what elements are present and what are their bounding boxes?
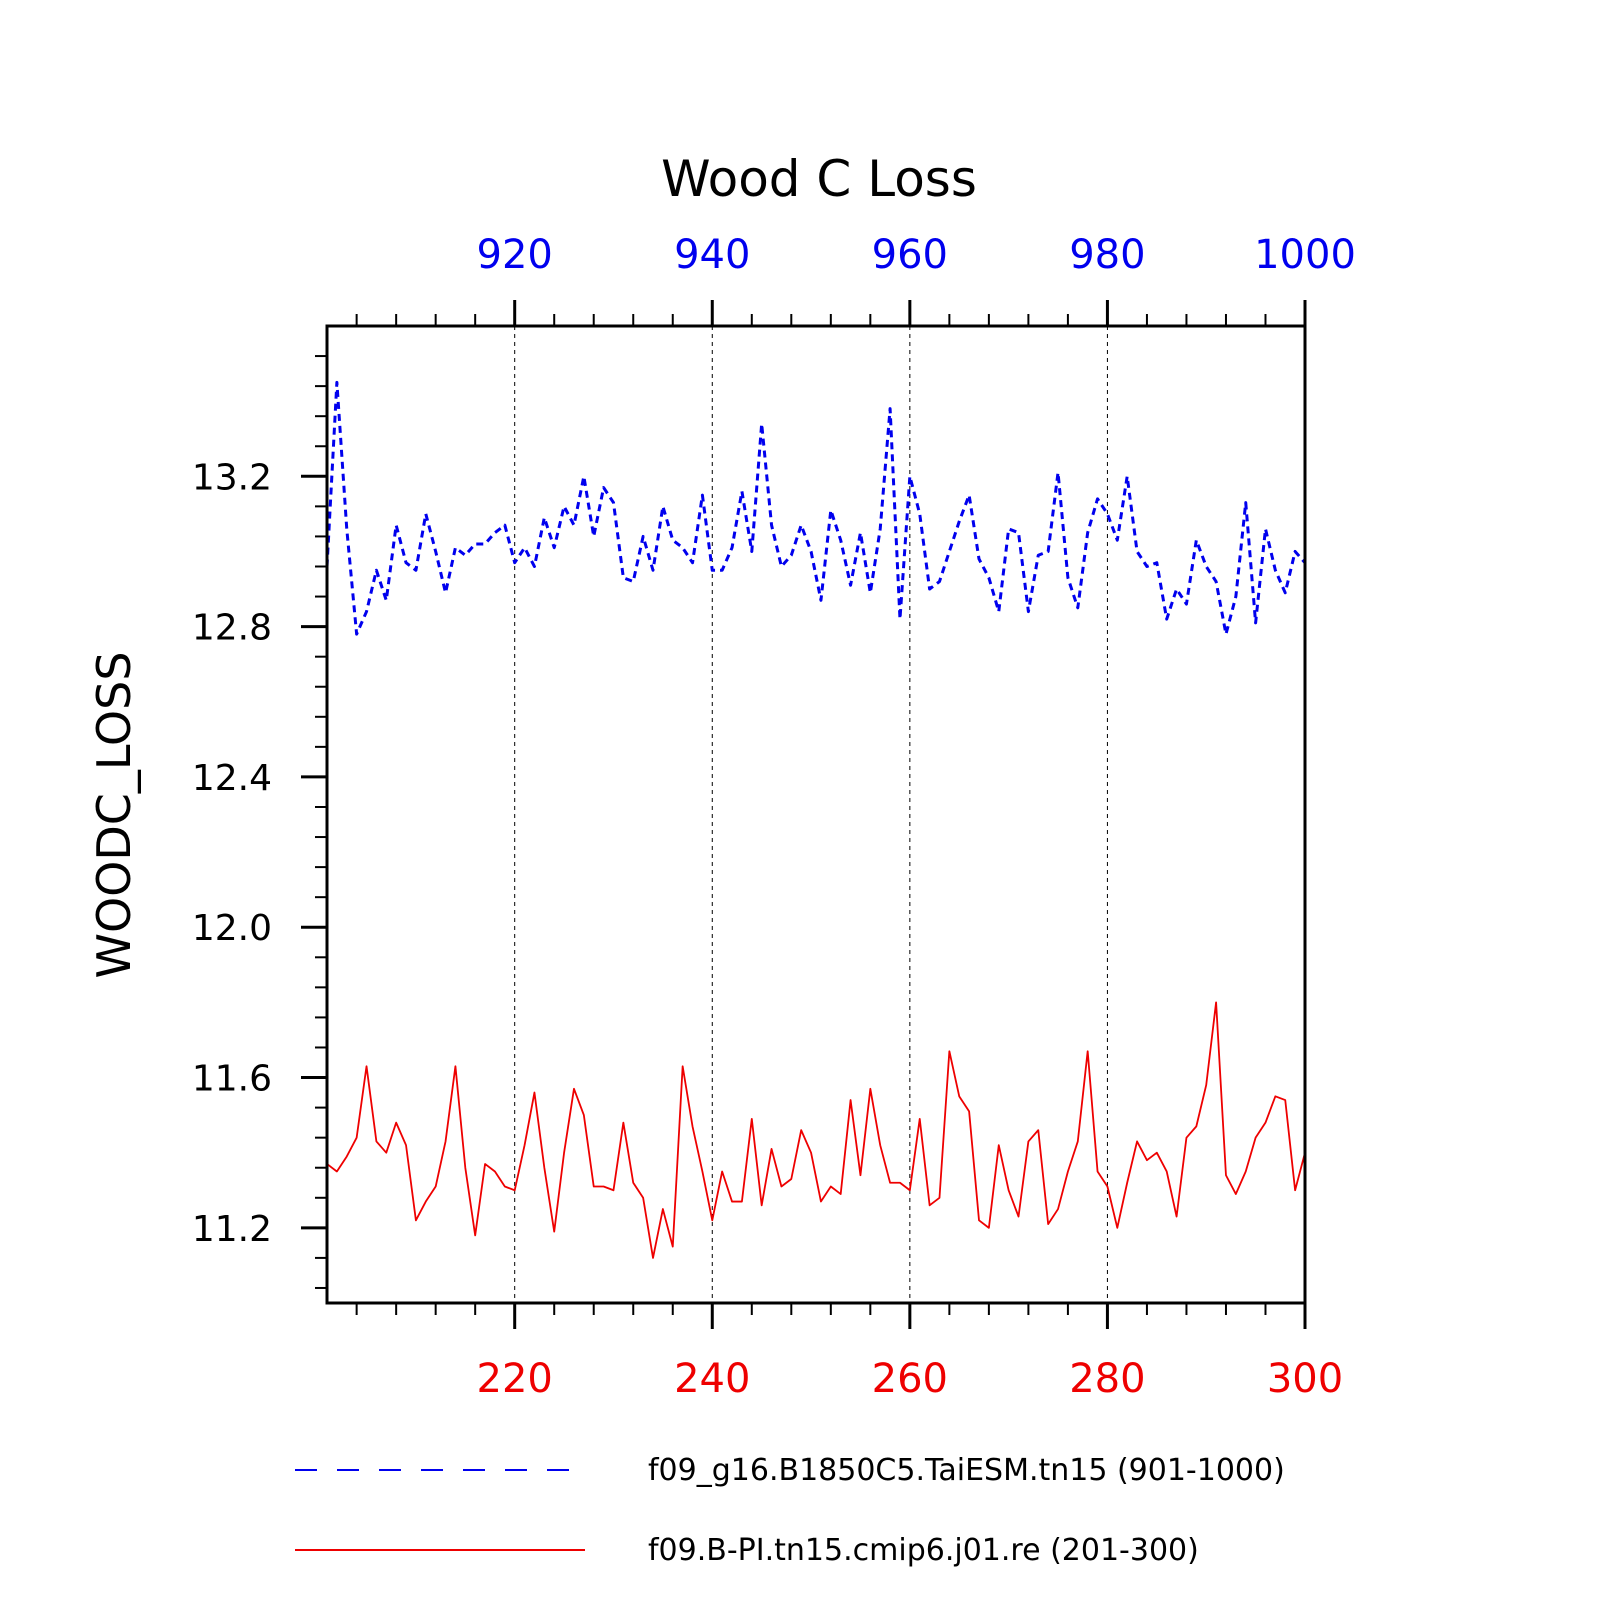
plot-frame: [325, 324, 1307, 1305]
top-x-axis-tick-labels: 920 940 960 980 1000: [477, 232, 1356, 278]
top-x-tick-label: 1000: [1254, 232, 1356, 278]
bottom-x-tick-label: 240: [674, 1356, 750, 1402]
gridlines: [514, 326, 1108, 1303]
y-tick-label: 12.0: [192, 908, 272, 949]
series-line-red-solid: [326, 1001, 1306, 1259]
top-x-tick-label: 980: [1069, 232, 1145, 278]
legend-entry-blue: f09_g16.B1850C5.TaiESM.tn15 (901-1000): [648, 1453, 1285, 1488]
y-tick-label: 12.8: [192, 608, 272, 649]
chart-title: Wood C Loss: [661, 150, 977, 208]
axis-ticks: [301, 300, 1307, 1329]
top-x-tick-label: 920: [477, 232, 553, 278]
bottom-x-tick-label: 260: [872, 1356, 948, 1402]
bottom-x-tick-label: 300: [1267, 1356, 1343, 1402]
y-tick-label: 11.2: [192, 1209, 272, 1250]
series-line-blue-dashed: [325, 380, 1307, 636]
bottom-x-tick-label: 220: [477, 1356, 553, 1402]
y-tick-label: 12.4: [192, 758, 272, 799]
y-tick-label: 11.6: [192, 1059, 272, 1100]
y-axis-tick-labels: 11.2 11.6 12.0 12.4 12.8 13.2: [192, 457, 272, 1250]
y-tick-label: 13.2: [192, 457, 272, 498]
bottom-x-axis-tick-labels: 220 240 260 280 300: [477, 1356, 1344, 1402]
series-layer: [325, 380, 1307, 1259]
top-x-tick-label: 960: [872, 232, 948, 278]
legend-entry-red: f09.B-PI.tn15.cmip6.j01.re (201-300): [648, 1533, 1199, 1568]
top-x-tick-label: 940: [674, 232, 750, 278]
legend: f09_g16.B1850C5.TaiESM.tn15 (901-1000) f…: [295, 1453, 1285, 1568]
y-axis-label: WOODC_LOSS: [87, 651, 141, 978]
bottom-x-tick-label: 280: [1069, 1356, 1145, 1402]
